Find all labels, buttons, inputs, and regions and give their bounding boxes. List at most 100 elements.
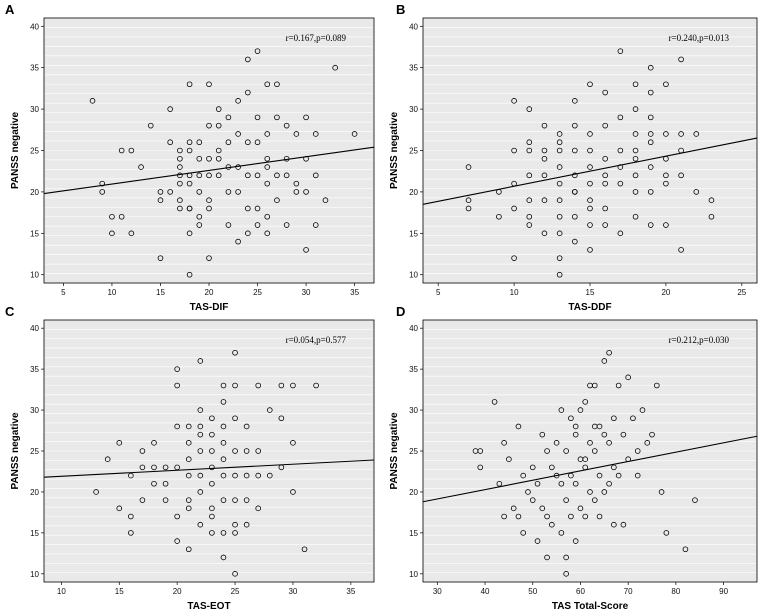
y-tick-label: 30 <box>409 105 418 114</box>
data-point <box>235 238 241 245</box>
regression-line <box>43 146 375 195</box>
data-point <box>93 489 99 495</box>
data-point <box>209 513 215 520</box>
data-point <box>525 489 531 495</box>
data-point <box>215 155 222 162</box>
regression-line <box>422 137 758 205</box>
data-point <box>254 139 261 146</box>
data-point <box>634 448 641 454</box>
data-point <box>232 415 238 422</box>
data-point <box>630 415 636 422</box>
data-point <box>232 472 238 479</box>
data-point <box>632 213 639 220</box>
data-point <box>197 472 204 479</box>
data-point <box>556 180 563 187</box>
data-point <box>541 147 548 154</box>
data-point <box>139 448 146 454</box>
data-point <box>128 147 135 154</box>
y-tick-label: 25 <box>30 147 39 156</box>
data-point <box>264 131 271 137</box>
data-point <box>678 172 684 179</box>
data-point <box>591 423 598 430</box>
data-point <box>186 180 193 187</box>
data-point <box>553 472 560 479</box>
data-point <box>186 147 193 154</box>
x-tick-label: 20 <box>661 288 670 297</box>
data-point <box>209 415 215 422</box>
y-tick-label: 20 <box>30 188 39 197</box>
y-tick-label: 40 <box>30 22 39 31</box>
data-point <box>245 205 251 212</box>
data-point <box>283 122 290 129</box>
x-tick-label: 15 <box>115 587 124 596</box>
data-point <box>151 440 157 446</box>
x-tick-label: 60 <box>576 587 585 596</box>
y-tick-label: 10 <box>30 271 39 280</box>
data-point <box>303 155 309 162</box>
data-point <box>587 81 593 88</box>
data-point <box>220 497 227 503</box>
data-point <box>541 197 548 203</box>
data-point <box>139 464 146 471</box>
data-point <box>606 480 612 487</box>
data-point <box>520 472 526 479</box>
regression-line <box>43 459 375 478</box>
data-point <box>577 505 584 512</box>
data-point <box>682 546 689 553</box>
data-point <box>647 222 654 228</box>
data-point <box>116 440 123 446</box>
data-point <box>606 440 612 446</box>
data-point <box>511 205 517 212</box>
data-point <box>602 122 608 129</box>
data-point <box>591 448 598 454</box>
data-point <box>596 513 603 520</box>
data-point <box>644 440 651 446</box>
panel-b: B 10 15 20 25 30 35 40 5 10 15 20 25 TAS-DDF PANSS neg… <box>389 2 758 313</box>
data-point <box>290 382 296 389</box>
y-tick-label: 40 <box>409 324 418 333</box>
y-tick-label: 15 <box>409 229 418 238</box>
data-point <box>177 164 183 170</box>
data-point <box>587 164 593 170</box>
panel-letter: C <box>5 304 15 319</box>
regression-line <box>422 435 758 503</box>
data-point <box>632 155 639 162</box>
data-point <box>647 89 654 96</box>
data-point <box>708 197 715 203</box>
x-tick-label: 70 <box>624 587 633 596</box>
data-point <box>232 530 238 536</box>
data-point <box>177 180 183 187</box>
x-tick-label: 5 <box>61 288 66 297</box>
data-point <box>647 114 654 121</box>
data-point <box>185 456 192 462</box>
data-point <box>264 81 271 88</box>
data-point <box>232 448 238 454</box>
data-point <box>197 407 204 413</box>
data-point <box>301 546 308 553</box>
data-point <box>243 472 250 479</box>
data-point <box>274 172 280 179</box>
y-axis-title: PANSS negative <box>389 412 400 489</box>
data-point <box>174 538 180 544</box>
x-axis-title: TAS-DDF <box>568 302 611 313</box>
data-point <box>611 464 617 471</box>
data-point <box>663 530 670 536</box>
data-point <box>185 440 192 446</box>
data-point <box>563 571 569 577</box>
data-point <box>615 472 622 479</box>
data-point <box>274 81 280 88</box>
x-axis-title: TAS-EOT <box>187 601 230 612</box>
data-point <box>255 472 262 479</box>
data-point <box>118 213 125 220</box>
data-point <box>185 546 192 553</box>
data-point <box>647 64 654 71</box>
data-point <box>235 189 241 195</box>
data-point <box>615 382 622 389</box>
data-point <box>215 147 222 154</box>
data-point <box>255 448 262 454</box>
data-point <box>587 247 593 253</box>
data-point <box>351 131 358 137</box>
data-point <box>293 189 300 195</box>
data-point <box>197 431 204 438</box>
data-point <box>283 172 290 179</box>
